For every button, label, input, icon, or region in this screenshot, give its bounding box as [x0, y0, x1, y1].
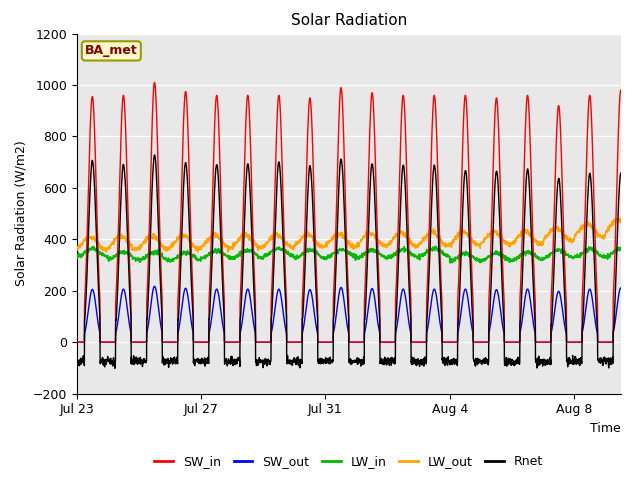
Legend: SW_in, SW_out, LW_in, LW_out, Rnet: SW_in, SW_out, LW_in, LW_out, Rnet [149, 450, 548, 473]
Title: Solar Radiation: Solar Radiation [291, 13, 407, 28]
Y-axis label: Solar Radiation (W/m2): Solar Radiation (W/m2) [14, 141, 27, 287]
Text: BA_met: BA_met [85, 44, 138, 58]
Text: Time: Time [590, 422, 621, 435]
